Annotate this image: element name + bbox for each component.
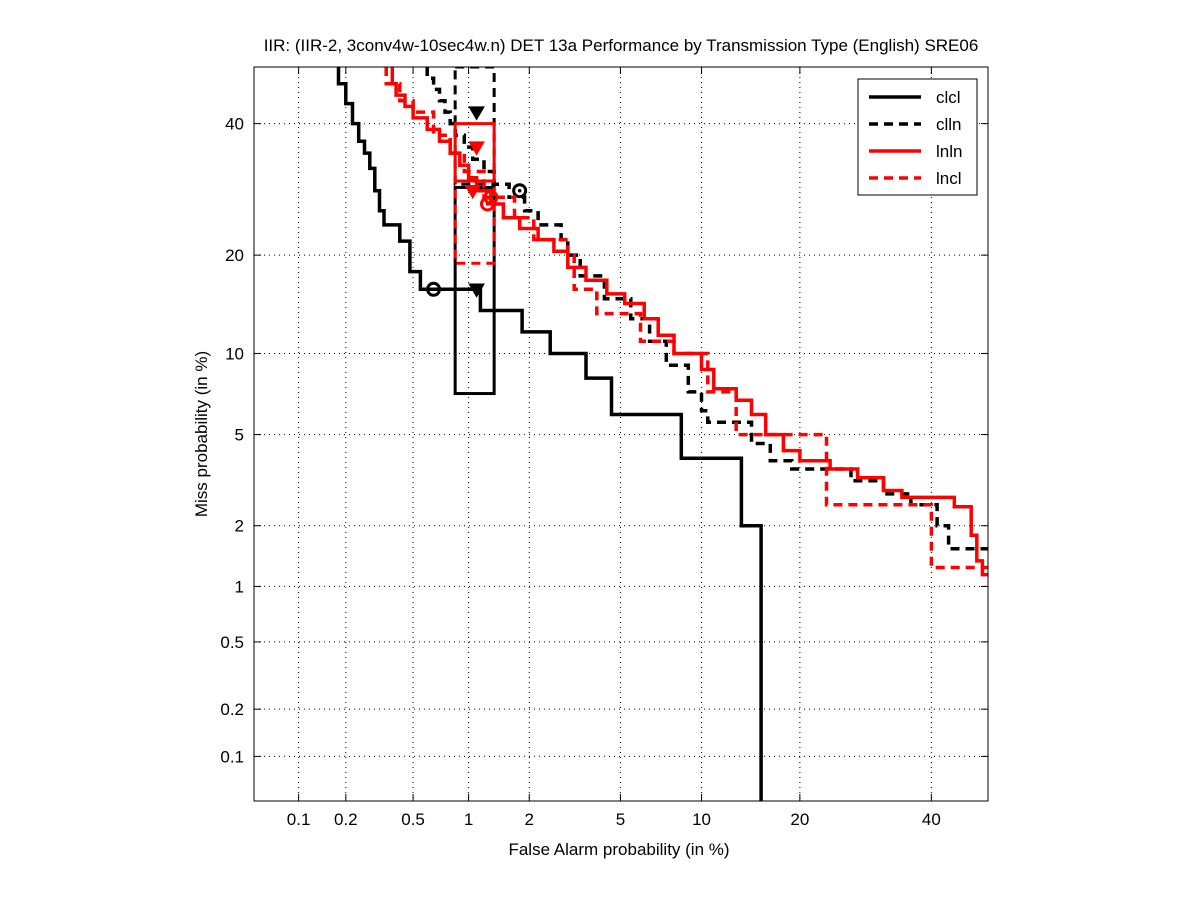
y-tick-label: 5 xyxy=(235,426,244,445)
x-tick-label: 2 xyxy=(525,810,534,829)
x-tick-label: 10 xyxy=(692,810,711,829)
act-dcf-marker-dot-clcl xyxy=(431,287,436,292)
x-axis-label: False Alarm probability (in %) xyxy=(508,840,729,859)
series-line-clln xyxy=(425,67,988,551)
series-layer xyxy=(336,67,988,801)
act-dcf-marker-dot-lncl xyxy=(485,202,490,206)
y-tick-label: 0.1 xyxy=(220,747,244,766)
act-dcf-marker-dot-clln xyxy=(517,188,522,193)
axes-frame xyxy=(253,66,989,802)
x-tick-label: 40 xyxy=(922,810,941,829)
act-dcf-marker-lncl xyxy=(479,196,495,212)
series-line-clcl xyxy=(336,67,763,801)
y-tick-label: 0.5 xyxy=(220,633,244,652)
x-tick-label: 0.5 xyxy=(401,810,425,829)
min-dcf-marker-clln xyxy=(468,106,485,121)
axes-box xyxy=(253,66,989,802)
y-tick-label: 2 xyxy=(235,517,244,536)
x-tick-label: 5 xyxy=(616,810,625,829)
y-tick-label: 10 xyxy=(225,344,244,363)
y-tick-label: 20 xyxy=(225,246,244,265)
legend-label-clln: clln xyxy=(936,115,962,134)
x-tick-label: 0.1 xyxy=(287,810,311,829)
x-tick-label: 1 xyxy=(464,810,473,829)
legend: clcl clln lnln lncl xyxy=(857,78,978,196)
series-line-lncl xyxy=(384,67,988,570)
confidence-box-lncl xyxy=(453,179,496,265)
x-axis-ticks: 0.1 0.2 0.5 1 2 5 10 20 40 xyxy=(287,67,941,829)
y-tick-label: 0.2 xyxy=(220,700,244,719)
min-dcf-marker-clcl xyxy=(468,283,485,298)
y-axis-ticks: 0.1 0.2 0.5 1 2 5 10 20 40 xyxy=(220,115,988,766)
act-dcf-marker-clcl xyxy=(426,281,442,297)
y-tick-label: 1 xyxy=(235,577,244,596)
legend-label-lnln: lnln xyxy=(936,142,962,161)
min-dcf-marker-lncl xyxy=(468,141,485,156)
legend-label-clcl: clcl xyxy=(936,88,961,107)
x-tick-label: 0.2 xyxy=(334,810,358,829)
legend-label-lncl: lncl xyxy=(936,169,962,188)
y-tick-label: 40 xyxy=(225,115,244,134)
x-tick-label: 20 xyxy=(790,810,809,829)
y-axis-label: Miss probability (in %) xyxy=(192,351,211,517)
chart-title: IIR: (IIR-2, 3conv4w-10sec4w.n) DET 13a … xyxy=(264,36,979,55)
act-dcf-marker-clln xyxy=(512,183,528,199)
min-dcf-marker-lnln xyxy=(464,184,481,200)
